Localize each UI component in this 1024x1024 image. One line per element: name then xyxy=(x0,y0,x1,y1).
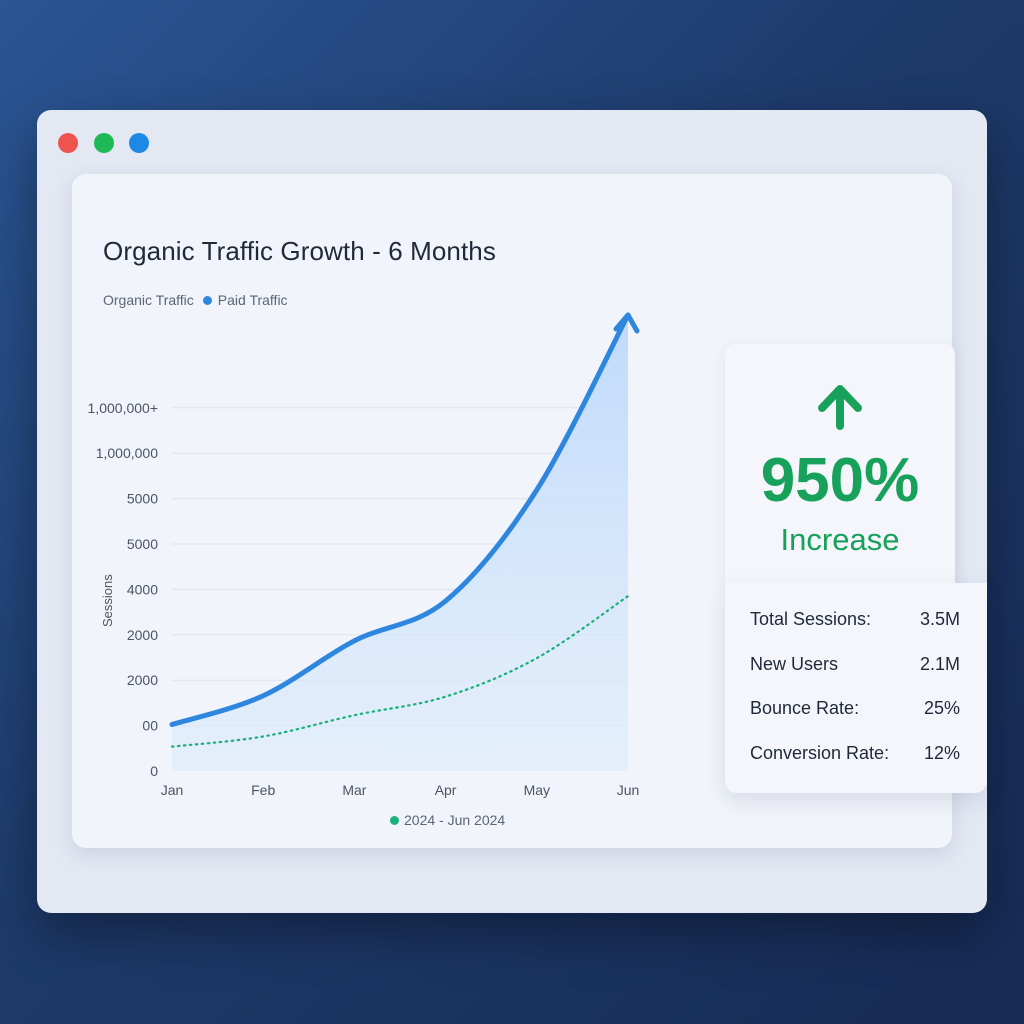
minimize-window-button[interactable] xyxy=(94,133,114,153)
x-tick-label: May xyxy=(524,782,550,798)
x-tick-label: Apr xyxy=(435,782,457,798)
kpi-card: 950% Increase xyxy=(725,344,955,584)
y-tick-label: 5000 xyxy=(127,491,158,507)
series-line-organic xyxy=(169,312,631,728)
y-tick-label: 00 xyxy=(142,718,158,734)
stat-label: New Users xyxy=(750,654,839,674)
stat-row-bounce-rate: Bounce Rate: 25% xyxy=(750,698,960,719)
y-tick-label: 2000 xyxy=(127,672,158,688)
maximize-window-button[interactable] xyxy=(129,133,149,153)
y-tick-label: 0 xyxy=(150,763,158,779)
stat-label: Total Sessions: xyxy=(750,609,872,629)
date-range-legend: 2024 - Jun 2024 xyxy=(390,812,505,828)
stat-value: 2.1M xyxy=(919,654,960,674)
date-range-dot-icon xyxy=(390,815,399,825)
close-window-button[interactable] xyxy=(58,133,78,153)
y-tick-label: 1,000,000 xyxy=(96,445,158,461)
chart-legend: Organic Traffic Paid Traffic xyxy=(103,292,288,308)
chart-card: Organic Traffic Growth - 6 Months Organi… xyxy=(72,174,987,848)
y-tick-label: 5000 xyxy=(127,536,158,552)
app-window: Organic Traffic Growth - 6 Months Organi… xyxy=(37,110,987,913)
stat-label: Conversion Rate: xyxy=(750,743,890,763)
x-tick-label: Feb xyxy=(251,782,275,798)
traffic-line-chart: 000200020004000500050001,000,0001,000,00… xyxy=(88,312,640,798)
series-end-arrow-icon xyxy=(613,312,640,334)
x-tick-label: Jan xyxy=(161,782,184,798)
stats-panel: Total Sessions: 3.5M New Users 2.1M Boun… xyxy=(725,583,987,793)
legend-organic-label: Organic Traffic xyxy=(103,292,194,308)
stat-row-total-sessions: Total Sessions: 3.5M xyxy=(750,609,960,630)
y-tick-label: 2000 xyxy=(127,627,158,643)
stat-row-new-users: New Users 2.1M xyxy=(750,654,960,675)
legend-paid-label: Paid Traffic xyxy=(217,292,288,308)
chart-title: Organic Traffic Growth - 6 Months xyxy=(103,236,496,266)
x-tick-label: Jun xyxy=(617,782,640,798)
x-tick-label: Mar xyxy=(342,782,366,798)
stat-value: 3.5M xyxy=(919,609,960,629)
kpi-label: Increase xyxy=(780,522,900,557)
y-tick-label: 4000 xyxy=(127,581,158,597)
y-axis-label: Sessions xyxy=(100,574,115,627)
legend-paid-dot-icon xyxy=(202,295,212,305)
stat-value: 12% xyxy=(923,743,960,763)
arrow-up-icon xyxy=(818,385,862,430)
stat-row-conversion-rate: Conversion Rate: 12% xyxy=(750,743,960,764)
date-range-label: 2024 - Jun 2024 xyxy=(404,812,506,828)
series-line-paid xyxy=(170,595,630,748)
y-tick-label: 1,000,000+ xyxy=(88,400,158,416)
stat-label: Bounce Rate: xyxy=(750,698,860,718)
series-area-organic xyxy=(172,314,628,771)
kpi-value: 950% xyxy=(760,446,920,515)
stat-value: 25% xyxy=(923,698,960,718)
